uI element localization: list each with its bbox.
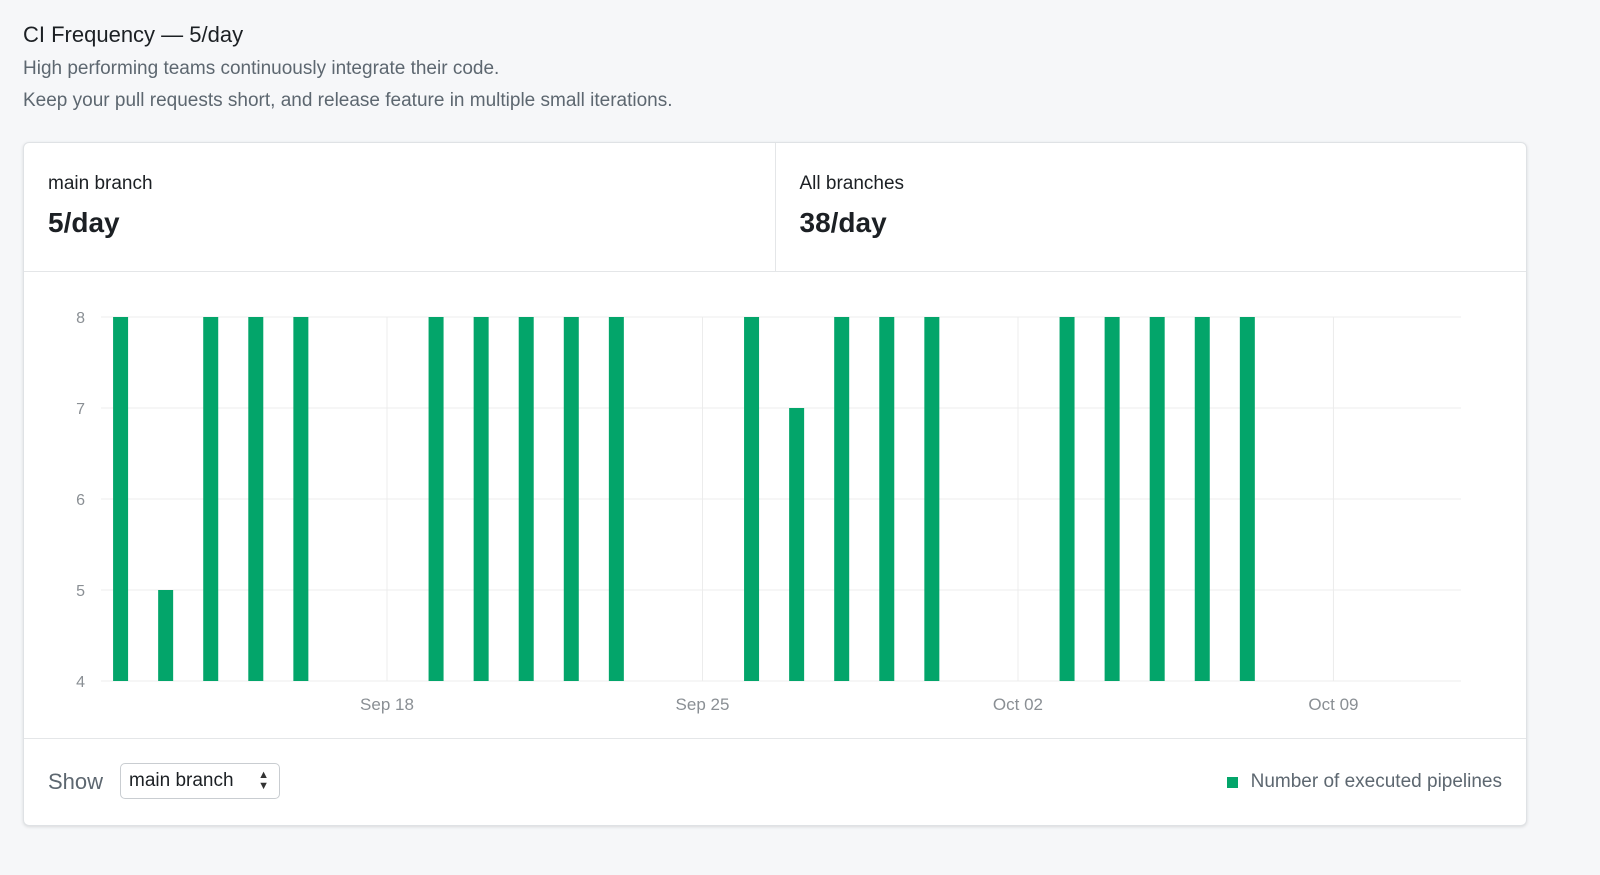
legend-swatch-icon: [1226, 776, 1238, 788]
legend-label: Number of executed pipelines: [1250, 771, 1502, 792]
y-tick-label: 4: [76, 674, 85, 691]
stat-label: All branches: [799, 173, 905, 194]
y-tick-label: 8: [76, 310, 85, 327]
branch-select-value: main branch: [129, 770, 234, 791]
description-line-2: Keep your pull requests short, and relea…: [23, 90, 673, 111]
x-tick-label: Sep 25: [676, 695, 730, 714]
bar-oct-05: [1149, 317, 1165, 681]
bar-sep-22: [563, 317, 579, 681]
bar-sep-29: [879, 317, 895, 681]
bar-sep-23: [608, 317, 624, 681]
stats-row: main branch 5/day All branches 38/day: [24, 143, 1526, 272]
stat-all-branches: All branches 38/day: [774, 143, 1527, 271]
bar-sep-12: [113, 317, 129, 681]
bar-oct-06: [1194, 317, 1210, 681]
bar-sep-13: [158, 590, 174, 681]
show-label: Show: [48, 769, 104, 794]
bar-sep-26: [744, 317, 760, 681]
bar-chart: 4 5 6 7 8 Sep 18 Sep 25 Oct 02 Oct 09: [76, 310, 1461, 714]
stat-main-branch: main branch 5/day: [24, 143, 775, 271]
stat-value: 5/day: [48, 207, 120, 238]
bar-oct-03: [1059, 317, 1075, 681]
stat-label: main branch: [48, 173, 153, 194]
y-tick-label: 7: [76, 401, 85, 418]
bar-sep-16: [293, 317, 309, 681]
x-tick-label: Sep 18: [360, 695, 414, 714]
page-title: CI Frequency — 5/day: [23, 22, 244, 47]
y-tick-label: 5: [76, 583, 85, 600]
bar-sep-28: [834, 317, 850, 681]
description-line-1: High performing teams continuously integ…: [23, 58, 500, 79]
chart-footer: Show main branch ▲ ▼ Number of executed p…: [24, 738, 1526, 825]
branch-select[interactable]: main branch ▲ ▼: [120, 763, 280, 799]
ci-frequency-card: main branch 5/day All branches 38/day 4 5…: [23, 142, 1527, 826]
stat-value: 38/day: [799, 207, 887, 238]
x-tick-label: Oct 09: [1308, 695, 1358, 714]
chart-legend: Number of executed pipelines: [1226, 771, 1502, 793]
bar-oct-04: [1104, 317, 1120, 681]
bar-sep-30: [924, 317, 940, 681]
bar-sep-27: [789, 408, 805, 681]
select-arrows-icon: ▲ ▼: [258, 769, 269, 792]
y-tick-label: 6: [76, 492, 85, 509]
bar-sep-21: [518, 317, 534, 681]
bar-oct-07: [1239, 317, 1255, 681]
x-tick-label: Oct 02: [993, 695, 1043, 714]
bar-sep-15: [248, 317, 264, 681]
bar-sep-20: [473, 317, 489, 681]
bar-sep-19: [428, 317, 444, 681]
bar-sep-14: [203, 317, 219, 681]
